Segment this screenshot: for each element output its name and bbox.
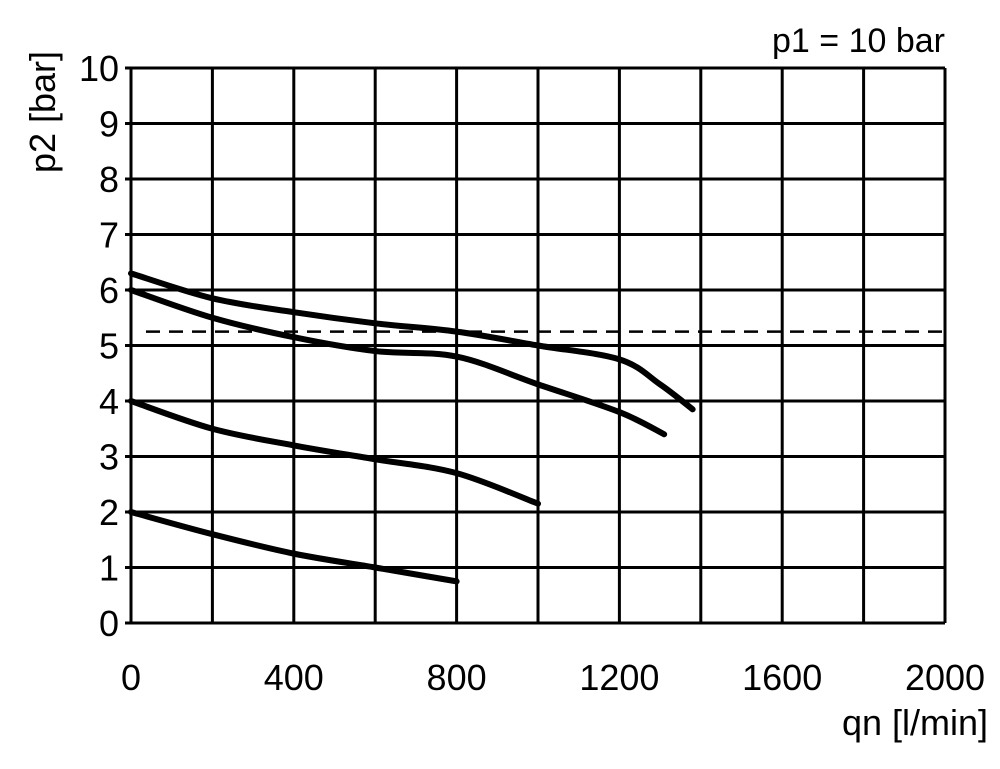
x-tick-label: 1600 <box>742 657 822 698</box>
grid <box>125 66 947 625</box>
y-tick-label: 4 <box>99 381 119 422</box>
y-tick-label: 9 <box>99 104 119 145</box>
x-axis-label: qn [l/min] <box>842 702 988 743</box>
x-tick-label: 2000 <box>905 657 985 698</box>
y-tick-label: 5 <box>99 326 119 367</box>
y-tick-label: 2 <box>99 492 119 533</box>
y-tick-label: 10 <box>79 48 119 89</box>
series-group <box>128 270 696 585</box>
y-axis-label: p2 [bar] <box>22 51 63 173</box>
y-tick-labels: 0 1 2 3 4 5 6 7 8 9 10 <box>79 48 119 644</box>
series-line-4 <box>128 509 460 585</box>
x-tick-label: 800 <box>427 657 487 698</box>
series-line-1 <box>128 270 696 413</box>
y-tick-label: 0 <box>99 603 119 644</box>
series-line-2 <box>128 287 668 438</box>
x-tick-label: 1200 <box>579 657 659 698</box>
annotation: p1 = 10 bar <box>772 22 945 60</box>
y-tick-label: 1 <box>99 548 119 589</box>
y-tick-label: 8 <box>99 159 119 200</box>
y-tick-label: 3 <box>99 437 119 478</box>
y-tick-label: 6 <box>99 270 119 311</box>
series-line-3 <box>128 398 541 507</box>
x-tick-label: 0 <box>121 657 141 698</box>
x-tick-label: 400 <box>264 657 324 698</box>
x-tick-labels: 0 400 800 1200 1600 2000 <box>121 657 985 698</box>
y-tick-label: 7 <box>99 215 119 256</box>
